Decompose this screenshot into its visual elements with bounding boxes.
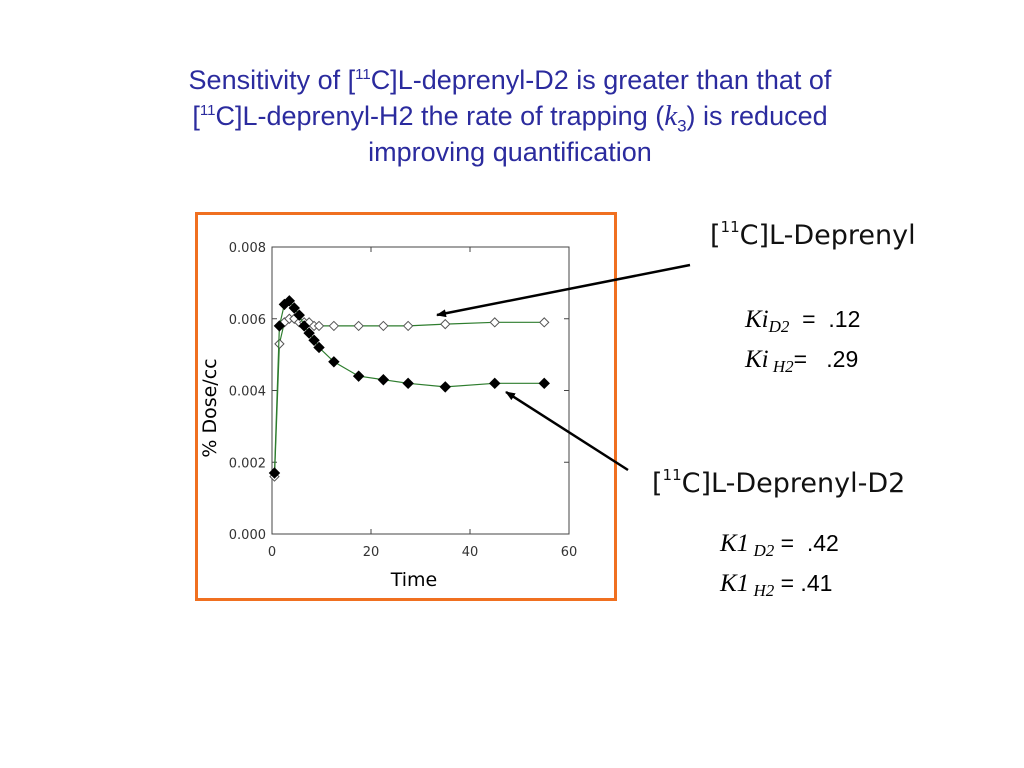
data-point-deprenyl-d2 bbox=[313, 341, 325, 354]
data-point-deprenyl bbox=[353, 320, 364, 332]
x-axis-label: Time bbox=[390, 569, 438, 591]
title-line-1: Sensitivity of [11C]L-deprenyl-D2 is gre… bbox=[188, 65, 832, 95]
param-k1-h2: K1 H2 = .41 bbox=[720, 570, 833, 600]
param-ki-d2: KiD2 = .12 bbox=[745, 306, 861, 336]
data-point-deprenyl-d2 bbox=[538, 377, 550, 390]
plot-frame bbox=[195, 212, 617, 601]
title-line-3: improving quantification bbox=[368, 137, 652, 167]
y-tick-label: 0.004 bbox=[229, 385, 266, 400]
param-ki-h2: Ki H2= .29 bbox=[745, 346, 859, 376]
data-point-deprenyl-d2 bbox=[328, 356, 340, 368]
y-tick-label: 0.000 bbox=[229, 528, 266, 543]
data-point-deprenyl bbox=[489, 317, 500, 328]
data-point-deprenyl-d2 bbox=[303, 327, 315, 339]
data-point-deprenyl-d2 bbox=[283, 295, 296, 307]
data-point-deprenyl bbox=[328, 320, 340, 332]
data-point-deprenyl bbox=[402, 320, 414, 332]
data-point-deprenyl-d2 bbox=[273, 320, 286, 332]
data-point-deprenyl-d2 bbox=[439, 381, 451, 393]
y-tick-label: 0.006 bbox=[229, 313, 266, 328]
data-point-deprenyl-d2 bbox=[298, 320, 310, 332]
x-tick-label: 40 bbox=[462, 545, 479, 560]
plot-area bbox=[271, 246, 570, 535]
label-deprenyl-d2: [11C]L-Deprenyl-D2 bbox=[652, 466, 906, 500]
slide-title: Sensitivity of [11C]L-deprenyl-D2 is gre… bbox=[60, 62, 960, 170]
data-point-deprenyl-d2 bbox=[489, 377, 501, 390]
data-point-deprenyl-d2 bbox=[402, 377, 414, 390]
title-line-2: [11C]L-deprenyl-H2 the rate of trapping … bbox=[192, 100, 828, 136]
y-axis-label: % Dose/cc bbox=[199, 358, 221, 457]
x-tick-label: 0 bbox=[268, 545, 276, 560]
data-point-deprenyl-d2 bbox=[377, 374, 390, 386]
data-point-deprenyl bbox=[539, 317, 550, 328]
label-deprenyl: [11C]L-Deprenyl bbox=[710, 218, 916, 252]
param-k1-d2: K1 D2 = .42 bbox=[720, 530, 839, 560]
data-point-deprenyl bbox=[313, 320, 325, 332]
data-point-deprenyl-d2 bbox=[308, 334, 320, 346]
x-tick-label: 20 bbox=[363, 545, 380, 560]
data-point-deprenyl-d2 bbox=[293, 309, 305, 321]
arrow-to-deprenyl bbox=[436, 263, 691, 318]
data-point-deprenyl bbox=[378, 320, 389, 332]
data-point-deprenyl-d2 bbox=[352, 370, 365, 382]
arrow-to-deprenyl-d2 bbox=[505, 390, 629, 472]
data-point-deprenyl-d2 bbox=[268, 467, 281, 479]
y-tick-label: 0.008 bbox=[229, 241, 266, 256]
data-point-deprenyl-d2 bbox=[288, 302, 300, 314]
y-tick-label: 0.002 bbox=[229, 456, 266, 471]
data-point-deprenyl bbox=[440, 318, 451, 330]
x-tick-label: 60 bbox=[561, 545, 578, 560]
data-point-deprenyl bbox=[274, 338, 285, 350]
